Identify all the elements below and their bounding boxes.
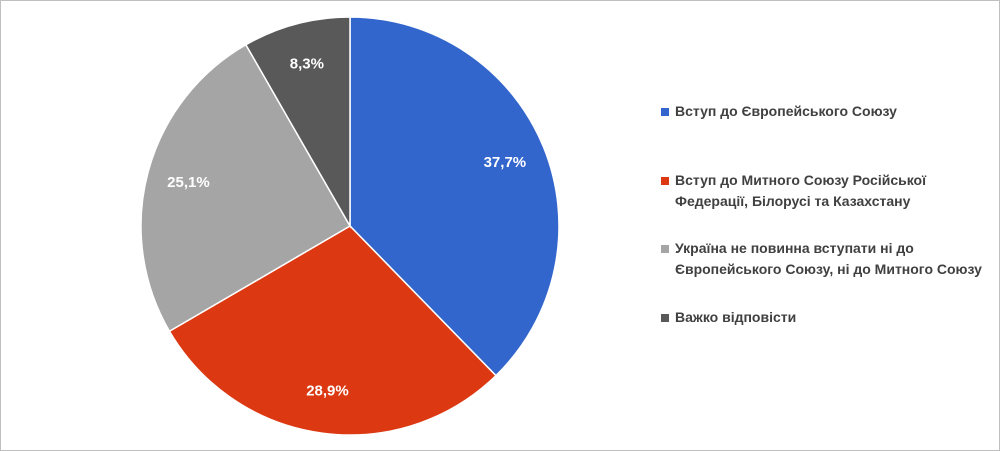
legend-label-hard-to-say: Важко відповісти bbox=[675, 309, 797, 325]
legend-label-neither: Україна не повинна вступати ні до Європе… bbox=[675, 240, 982, 277]
pie-slice-customs-union bbox=[168, 225, 497, 436]
data-label-customs-union: 28,9% bbox=[306, 383, 349, 400]
legend-swatch-hard-to-say bbox=[661, 314, 669, 322]
legend-swatch-neither bbox=[661, 245, 669, 253]
pie-slice-hard-to-say bbox=[244, 16, 351, 229]
legend-swatch-customs-union bbox=[661, 177, 669, 185]
data-label-hard-to-say: 8,3% bbox=[290, 55, 324, 72]
legend-swatch-eu bbox=[661, 108, 669, 116]
legend-label-eu: Вступ до Європейського Союзу bbox=[675, 103, 897, 119]
legend-item-hard-to-say: Важко відповісти bbox=[661, 307, 796, 328]
pie-slice-eu bbox=[349, 16, 560, 377]
data-label-neither: 25,1% bbox=[167, 174, 210, 191]
legend-label-customs-union: Вступ до Митного Союзу Російської Федера… bbox=[675, 172, 927, 209]
data-label-eu: 37,7% bbox=[484, 154, 527, 171]
pie-slice-neither bbox=[140, 43, 352, 333]
legend-item-neither: Україна не повинна вступати ні до Європе… bbox=[661, 238, 982, 280]
legend-item-eu: Вступ до Європейського Союзу bbox=[661, 101, 897, 122]
legend-item-customs-union: Вступ до Митного Союзу Російської Федера… bbox=[661, 170, 926, 212]
